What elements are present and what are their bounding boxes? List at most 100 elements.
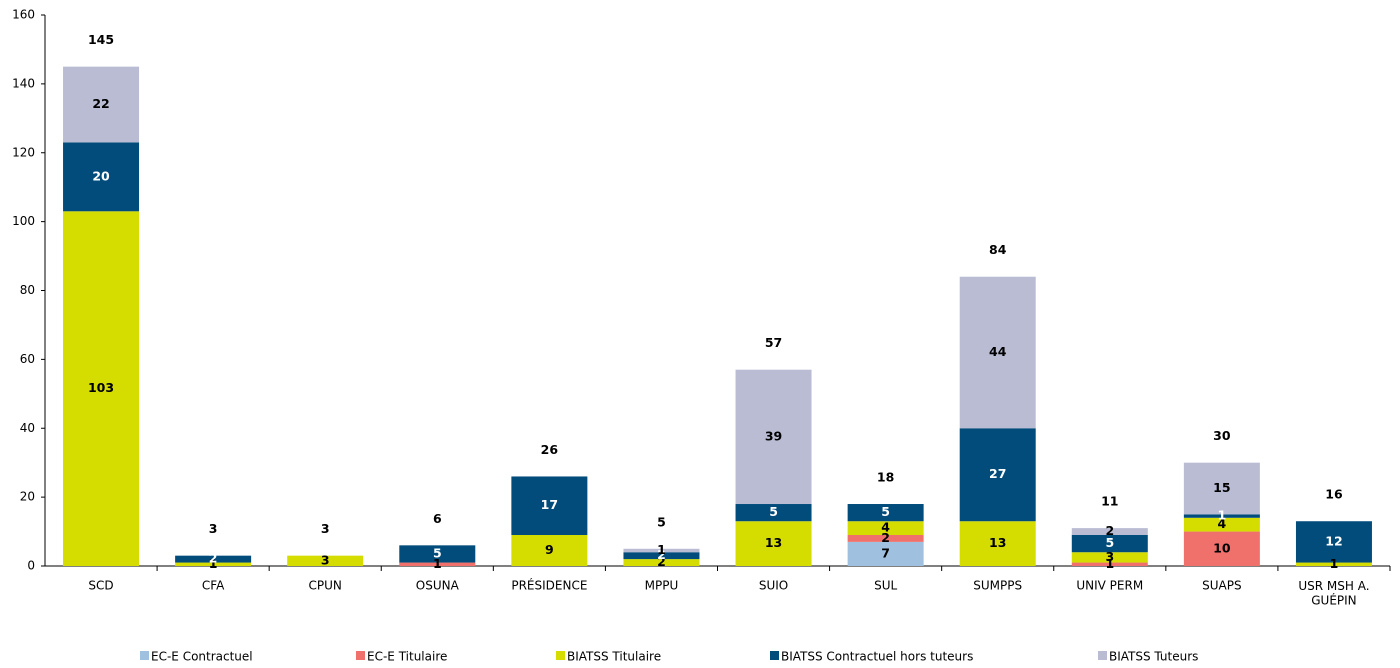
x-tick-label: SUAPS [1202, 579, 1241, 593]
segment-label: 7 [881, 545, 890, 560]
bar-segment [1071, 528, 1148, 536]
total-label: 84 [989, 242, 1007, 257]
bar-segment [399, 562, 476, 566]
x-tick-label: SUL [874, 579, 897, 593]
segment-label: 4 [881, 520, 890, 535]
x-tick-label: CFA [202, 579, 225, 593]
x-tick-label: OSUNA [416, 579, 460, 593]
bar-segment [1183, 514, 1260, 518]
y-tick-label: 120 [12, 145, 35, 159]
x-tick-label: UNIV PERM [1076, 579, 1143, 593]
bar-segment [63, 142, 140, 212]
bar-segment [63, 211, 140, 566]
bar-segment [1071, 552, 1148, 563]
bar-segment [959, 521, 1036, 566]
segment-label: 2 [657, 554, 666, 569]
x-tick-label: SUIO [759, 579, 788, 593]
bar-segment [735, 521, 812, 566]
y-tick-label: 100 [12, 214, 35, 228]
legend-swatch [770, 651, 779, 660]
segment-label: 10 [1213, 540, 1231, 555]
segment-label: 1 [1218, 508, 1227, 523]
bar-segment [1295, 562, 1372, 566]
x-tick-label: MPPU [645, 579, 679, 593]
total-label: 26 [541, 442, 559, 457]
legend-label: EC-E Titulaire [367, 650, 447, 664]
legend-label: BIATSS Tuteurs [1109, 650, 1198, 664]
bar-segment [623, 559, 700, 566]
y-tick-label: 40 [20, 421, 35, 435]
bar-segment [511, 535, 588, 566]
total-label: 6 [433, 511, 442, 526]
segment-label: 1 [657, 542, 666, 557]
bar-segment [1071, 562, 1148, 566]
segment-label: 39 [765, 428, 782, 443]
bar-segment [175, 562, 252, 566]
x-tick-label: SUMPPS [973, 579, 1022, 593]
y-tick-label: 60 [20, 352, 35, 366]
segment-label: 5 [433, 545, 442, 560]
bar-segment [847, 521, 924, 536]
bar-segment [959, 276, 1036, 429]
bar-segment [1183, 517, 1260, 532]
legend-swatch [356, 651, 365, 660]
segment-label: 13 [989, 535, 1006, 550]
segment-label: 1 [209, 556, 218, 571]
segment-label: 5 [769, 504, 778, 519]
total-label: 18 [877, 470, 894, 485]
bar-segment [959, 428, 1036, 522]
legend-swatch [556, 651, 565, 660]
bar-segment [1183, 531, 1260, 566]
segment-label: 5 [1105, 535, 1114, 550]
segment-label: 17 [541, 497, 558, 512]
legend-label: BIATSS Contractuel hors tuteurs [781, 650, 973, 664]
bar-segment [735, 504, 812, 522]
bar-segment [63, 66, 140, 143]
bar-segment [287, 555, 364, 566]
segment-label: 15 [1213, 480, 1230, 495]
bar-segment [511, 476, 588, 536]
total-label: 3 [321, 521, 330, 536]
segment-label: 2 [209, 551, 218, 566]
segment-label: 3 [321, 552, 330, 567]
bar-segment [847, 541, 924, 566]
segment-label: 1 [433, 556, 442, 571]
total-label: 57 [765, 335, 782, 350]
total-label: 16 [1325, 487, 1343, 502]
segment-label: 1 [1105, 556, 1114, 571]
legend-swatch [1098, 651, 1107, 660]
y-tick-label: 0 [27, 559, 35, 573]
total-label: 30 [1213, 428, 1231, 443]
segment-label: 2 [881, 530, 890, 545]
bar-segment [1183, 462, 1260, 515]
bar-segment [623, 552, 700, 560]
segment-label: 3 [1105, 549, 1114, 564]
y-tick-label: 160 [12, 8, 35, 22]
segment-label: 5 [881, 504, 890, 519]
x-tick-label: CPUN [309, 579, 342, 593]
bar-segment [735, 369, 812, 505]
segment-label: 44 [989, 344, 1007, 359]
bar-segment [623, 548, 700, 553]
segment-label: 20 [92, 168, 110, 183]
segment-label: 1 [1330, 556, 1339, 571]
x-tick-label: USR MSH A. GUÉPIN [1298, 579, 1369, 607]
y-tick-label: 140 [12, 76, 35, 90]
segment-label: 103 [88, 380, 114, 395]
x-tick-label: PRÉSIDENCE [511, 578, 587, 593]
y-tick-label: 80 [20, 283, 35, 297]
legend-swatch [140, 651, 149, 660]
bar-segment [399, 545, 476, 563]
segment-label: 12 [1325, 533, 1342, 548]
segment-label: 4 [1218, 516, 1227, 531]
bar-segment [1071, 535, 1148, 553]
bar-segment [1295, 521, 1372, 563]
legend-label: BIATSS Titulaire [567, 650, 661, 664]
segment-label: 13 [765, 535, 782, 550]
total-label: 5 [657, 514, 666, 529]
bar-segment [847, 535, 924, 542]
x-tick-label: SCD [88, 579, 113, 593]
bar-segment [847, 504, 924, 522]
legend-label: EC-E Contractuel [151, 650, 253, 664]
